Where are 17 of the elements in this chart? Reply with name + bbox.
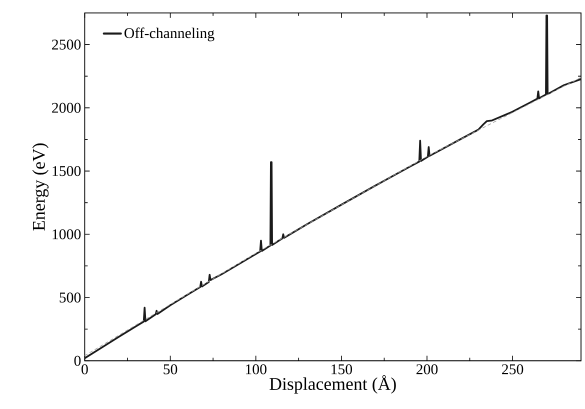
y-tick-label: 1500 (52, 166, 81, 176)
x-tick-label: 250 (502, 364, 524, 375)
y-tick-label: 2000 (52, 102, 81, 114)
x-tick-label: 100 (246, 364, 266, 375)
line-series (84, 14, 582, 360)
y-tick-label: 0 (74, 356, 81, 366)
x-tick-label: 150 (332, 364, 352, 375)
x-tick-label: 50 (164, 364, 178, 375)
x-tick-label: 0 (82, 364, 88, 375)
y-tick-label: 2500 (52, 40, 81, 50)
line-series (84, 77, 582, 356)
x-tick-label: 200 (416, 364, 438, 375)
y-tick-label: 1000 (52, 229, 81, 240)
x-axis-title: Displacement (Å) (270, 375, 396, 394)
legend-label: Off-channeling (124, 28, 214, 42)
y-tick-label: 500 (60, 292, 81, 303)
y-axis-title: Energy (eV) (32, 144, 49, 231)
